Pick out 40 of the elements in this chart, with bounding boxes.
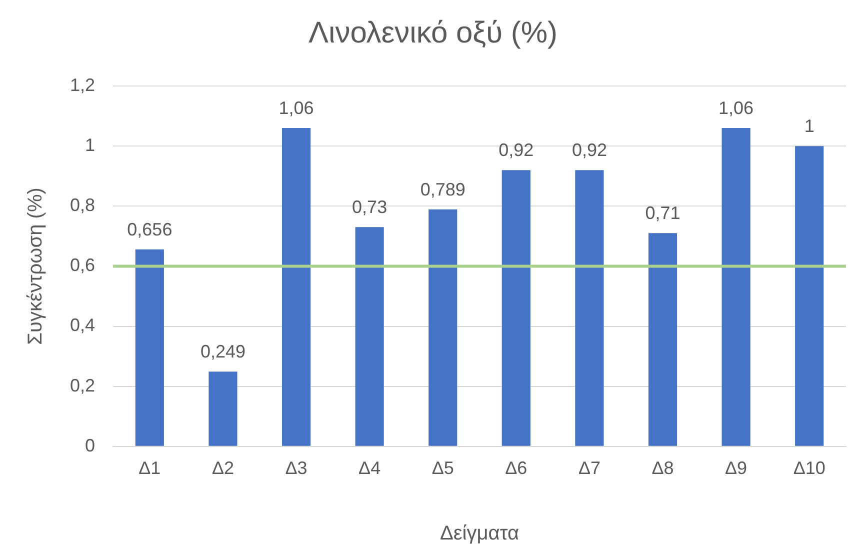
x-tick-label: Δ4 — [358, 458, 381, 478]
bar — [575, 170, 604, 446]
x-tick-label: Δ1 — [138, 458, 161, 478]
data-label: 0,249 — [200, 342, 246, 362]
y-tick-label: 0,8 — [70, 195, 96, 216]
bar — [208, 372, 238, 446]
x-tick-label: Δ8 — [652, 458, 674, 478]
x-tick-label: Δ3 — [285, 458, 308, 478]
bar — [282, 128, 311, 446]
y-tick-label: 0,4 — [70, 315, 96, 336]
x-tick-label: Δ9 — [725, 458, 748, 478]
y-tick-label: 0,6 — [70, 255, 96, 276]
bar — [648, 233, 678, 446]
x-tick-label: Δ5 — [432, 458, 454, 478]
data-label: 1,06 — [718, 98, 754, 118]
bar — [428, 209, 458, 446]
y-tick-label: 0 — [85, 435, 96, 456]
bar — [135, 249, 164, 446]
data-label: 0,71 — [645, 203, 680, 224]
data-label: 0,92 — [572, 140, 607, 160]
chart-title: Λινολενικό οξύ (%) — [308, 16, 558, 50]
bar — [502, 170, 530, 446]
bar — [355, 227, 384, 446]
data-label: 0,789 — [420, 179, 466, 200]
x-tick-label: Δ7 — [578, 458, 600, 478]
x-axis-title: Δείγματα — [440, 522, 520, 545]
y-tick-label: 0,2 — [70, 375, 96, 396]
data-label: 0,656 — [127, 219, 172, 240]
data-label: 0,73 — [352, 197, 388, 218]
x-tick-label: Δ6 — [505, 458, 528, 478]
x-tick-label: Δ10 — [793, 458, 826, 478]
y-tick-label: 1,2 — [70, 74, 96, 95]
data-label: 1,06 — [278, 98, 314, 118]
x-tick-label: Δ2 — [212, 458, 234, 478]
y-tick-label: 1 — [85, 135, 96, 156]
bar — [795, 146, 824, 446]
bar — [722, 128, 750, 446]
y-axis-title: Συγκέντρωση (%) — [24, 188, 47, 345]
data-label: 1 — [804, 116, 814, 136]
data-label: 0,92 — [498, 140, 534, 160]
